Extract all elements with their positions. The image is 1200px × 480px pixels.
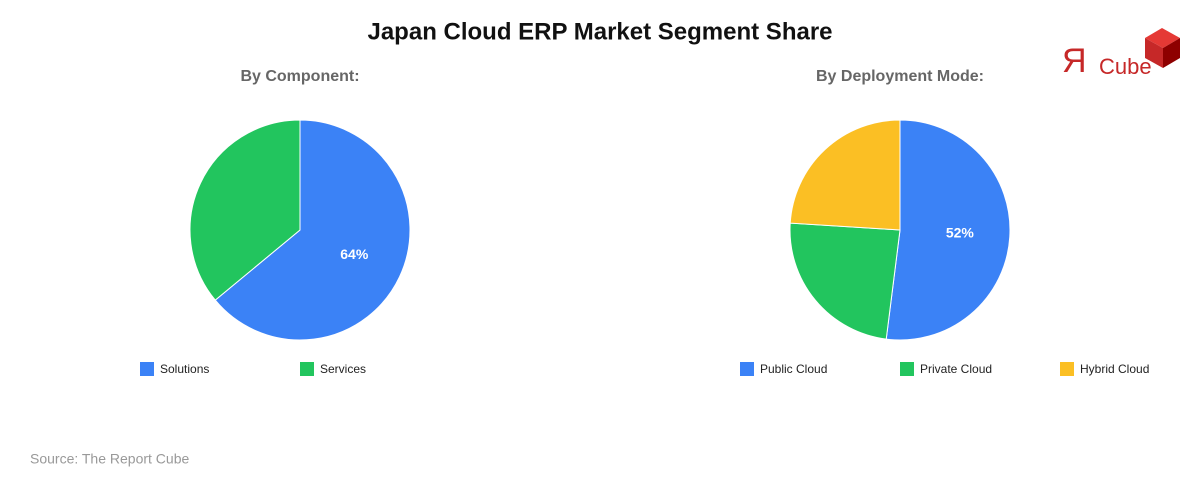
pie-slice: [789, 119, 901, 231]
source: Source: The Report Cube: [30, 451, 189, 467]
chart-title: By Deployment Mode:: [816, 68, 984, 85]
logo-cube-right: [1163, 38, 1180, 68]
legend-swatch: [900, 362, 914, 376]
chart-title: By Component:: [240, 68, 359, 85]
legend-swatch: [740, 362, 754, 376]
page-title: Japan Cloud ERP Market Segment Share: [367, 18, 832, 45]
data-label: 52%: [946, 224, 975, 240]
logo-cube-top: [1145, 28, 1180, 48]
pie-slice: [885, 119, 1011, 341]
pie-slice: [789, 222, 901, 340]
pie-slice: [189, 119, 301, 301]
pie-slice: [214, 119, 411, 341]
data-label: 64%: [340, 246, 369, 262]
legend-label: Private Cloud: [920, 362, 992, 376]
legend-swatch: [300, 362, 314, 376]
logo-text: Cube: [1099, 54, 1152, 79]
legend-swatch: [140, 362, 154, 376]
legend-label: Public Cloud: [760, 362, 827, 376]
legend-swatch: [1060, 362, 1074, 376]
logo-cube-left: [1145, 38, 1163, 68]
legend-label: Hybrid Cloud: [1080, 362, 1149, 376]
legend-label: Services: [320, 362, 366, 376]
logo: Я Cube: [1062, 28, 1180, 80]
logo-mark: Я: [1062, 42, 1087, 80]
legend-label: Solutions: [160, 362, 209, 376]
